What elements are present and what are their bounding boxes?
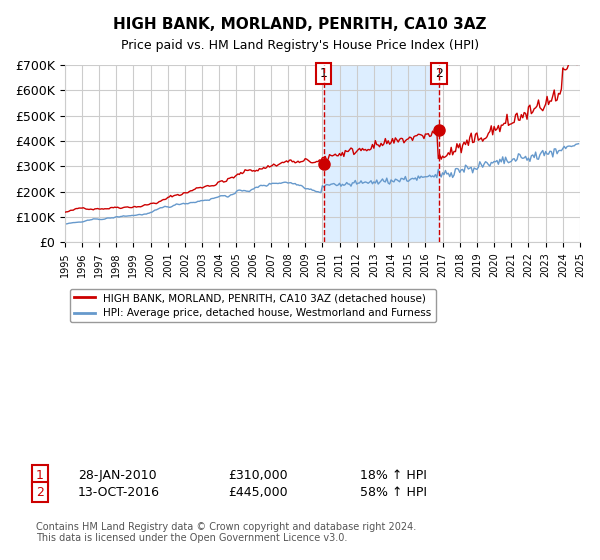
Text: 1: 1: [36, 469, 44, 482]
Text: 1: 1: [320, 67, 328, 80]
Text: £310,000: £310,000: [228, 469, 287, 482]
Text: £445,000: £445,000: [228, 486, 287, 498]
Legend: HIGH BANK, MORLAND, PENRITH, CA10 3AZ (detached house), HPI: Average price, deta: HIGH BANK, MORLAND, PENRITH, CA10 3AZ (d…: [70, 289, 436, 323]
Text: 28-JAN-2010: 28-JAN-2010: [78, 469, 157, 482]
Text: 2: 2: [36, 486, 44, 498]
Text: HIGH BANK, MORLAND, PENRITH, CA10 3AZ: HIGH BANK, MORLAND, PENRITH, CA10 3AZ: [113, 17, 487, 32]
Text: 18% ↑ HPI: 18% ↑ HPI: [360, 469, 427, 482]
Bar: [324, 65, 439, 242]
Text: 13-OCT-2016: 13-OCT-2016: [78, 486, 160, 498]
Text: Contains HM Land Registry data © Crown copyright and database right 2024.
This d: Contains HM Land Registry data © Crown c…: [36, 521, 416, 543]
Text: 2: 2: [435, 67, 443, 80]
Text: 58% ↑ HPI: 58% ↑ HPI: [360, 486, 427, 498]
Text: Price paid vs. HM Land Registry's House Price Index (HPI): Price paid vs. HM Land Registry's House …: [121, 39, 479, 52]
